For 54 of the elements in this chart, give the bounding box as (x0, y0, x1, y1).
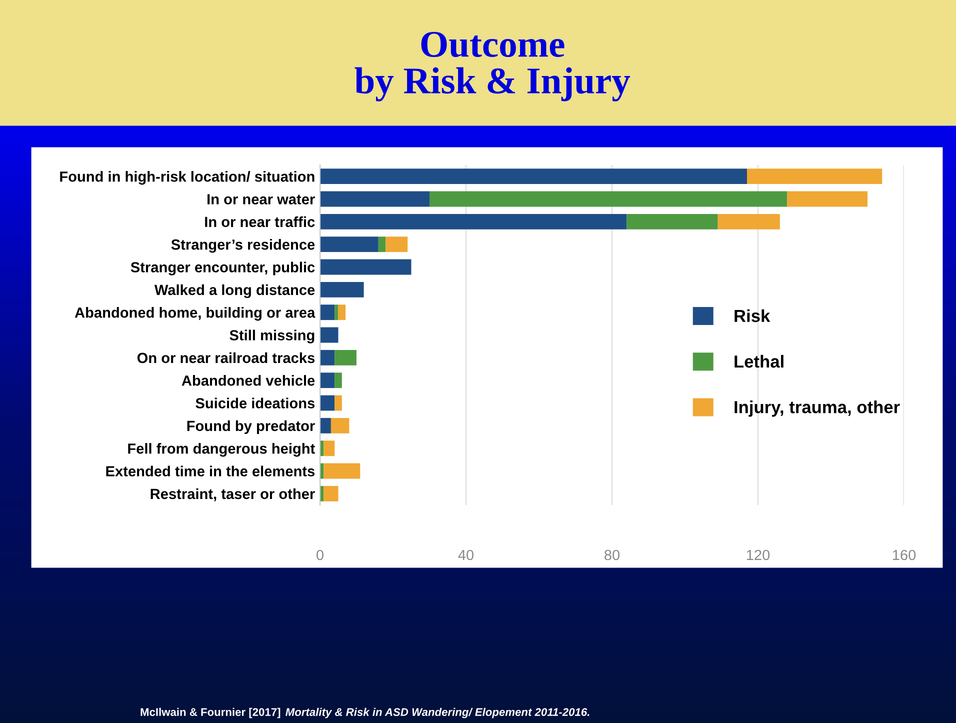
y-tick-label: Stranger encounter, public (130, 262, 315, 276)
bar (386, 236, 408, 252)
y-tick-label: Still missing (230, 330, 314, 344)
bar (320, 282, 364, 298)
bar (338, 304, 346, 320)
bar (787, 191, 868, 207)
bar (320, 259, 412, 275)
bar (324, 440, 335, 456)
bar (320, 418, 331, 434)
x-tick-label: 80 (604, 550, 620, 560)
bar (334, 395, 342, 411)
bar (320, 327, 338, 343)
y-tick-label: Walked a long distance (154, 284, 315, 298)
y-tick-label: Restraint, taser or other (150, 488, 315, 502)
bar (320, 372, 335, 388)
bar (320, 168, 748, 184)
y-tick-label: Abandoned home, building or area (74, 307, 316, 321)
bar (320, 350, 335, 366)
x-tick-label: 120 (746, 550, 770, 560)
bar (378, 236, 386, 252)
legend-label: Risk (734, 309, 770, 322)
text: McIlwain & Fournier [2017] (140, 708, 280, 718)
bar (324, 463, 360, 479)
x-tick-label: 0 (316, 550, 324, 560)
text: Mortality & Risk in ASD Wandering/ Elopement 2011-2016. (286, 708, 590, 718)
y-tick-label: Suicide ideations (196, 398, 315, 408)
y-tick-label: Abandoned vehicle (182, 375, 315, 386)
bar (320, 214, 627, 230)
legend-label: Injury, trauma, other (734, 400, 900, 417)
bar (430, 191, 788, 207)
x-tick-label: 40 (458, 550, 474, 560)
y-tick-label: Fell from dangerous height (128, 443, 315, 457)
bar (334, 372, 342, 388)
bar (626, 214, 718, 230)
bar (334, 350, 356, 366)
y-tick-label: In or near water (208, 194, 315, 204)
y-tick-label: In or near traffic (205, 216, 315, 228)
y-tick-label: On or near railroad tracks (137, 352, 315, 364)
bar (320, 191, 430, 207)
bar (320, 304, 335, 320)
chart-title: Outcome by Risk & Injury (354, 32, 630, 102)
bar (334, 304, 338, 320)
bar (324, 486, 338, 502)
y-tick-label: Found in high-risk location/ situation (60, 171, 314, 185)
bar (320, 395, 335, 411)
y-tick-label: Found by predator (187, 420, 315, 434)
y-tick-label: Extended time in the elements (106, 466, 315, 476)
bar (320, 236, 378, 252)
x-tick-label: 160 (892, 550, 916, 560)
bar (718, 214, 780, 230)
legend-label: Lethal (734, 354, 784, 368)
bar (330, 418, 350, 434)
y-tick-label: Stranger’s residence (171, 239, 315, 253)
bar (747, 168, 882, 184)
